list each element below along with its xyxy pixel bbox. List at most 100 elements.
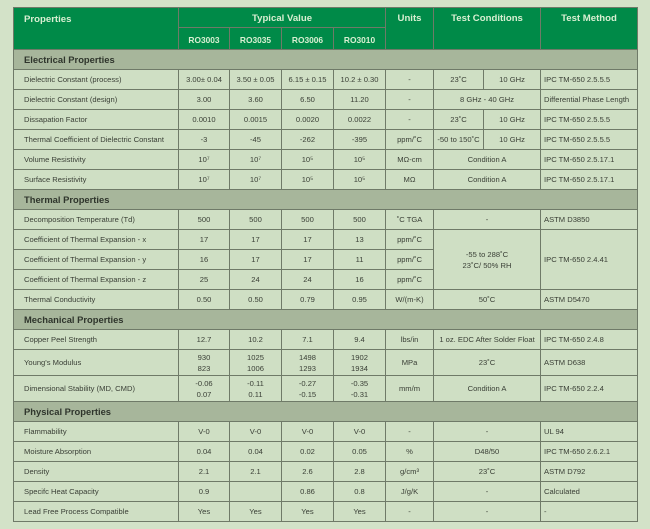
- value-cell: Yes: [178, 501, 230, 522]
- value-cell: V-0: [178, 421, 230, 442]
- table-row: Flammability V-0 V-0 V-0 V-0- - UL 94: [13, 421, 639, 442]
- units-cell: J/g/K: [385, 481, 435, 502]
- units-cell: MΩ-cm: [385, 149, 435, 170]
- section-header: Mechanical Properties: [12, 309, 639, 330]
- test-condition-cell: 50˚C: [433, 289, 542, 310]
- value-cell: 0.79: [281, 289, 334, 310]
- header-typical-value: Typical Value: [177, 7, 387, 28]
- test-method-cell: IPC TM-650 2.5.5.5: [540, 109, 639, 130]
- value-cell: 6.15 ± 0.15: [281, 69, 334, 90]
- value-cell: 12.7: [178, 329, 230, 350]
- test-condition-cell: Condition A: [433, 169, 542, 190]
- value-cell: 0.50: [178, 289, 230, 310]
- units-cell: -: [385, 421, 435, 442]
- test-condition-cell: 8 GHz - 40 GHz: [433, 89, 542, 110]
- value-cell: 3.50 ± 0.05: [229, 69, 282, 90]
- test-method-cell: IPC TM-650 2.5.17.1: [540, 149, 639, 170]
- units-cell: ppm/˚C: [385, 249, 435, 270]
- test-condition-cell: -50 to 150˚C: [433, 129, 485, 150]
- value-cell: 7.1: [281, 329, 334, 350]
- property-label: Surface Resistivity: [13, 169, 179, 190]
- test-condition-cell: 10 GHz: [483, 129, 542, 150]
- value-cell: 11.20: [332, 89, 387, 110]
- property-label: Young's Modulus: [13, 349, 179, 376]
- test-condition-cell: -55 to 288˚C 23˚C/ 50% RH: [433, 229, 542, 290]
- test-method-cell: Differential Phase Length: [540, 89, 639, 110]
- value-cell: 17: [229, 249, 282, 270]
- property-label: Flammability: [13, 421, 179, 442]
- section-title: Physical Properties: [12, 401, 639, 422]
- value-cell: 1025 1006: [229, 349, 282, 376]
- property-label: Lead Free Process Compatible: [13, 501, 179, 522]
- table-row: Dielectric Constant (design) 3.00 3.60 6.50…: [13, 89, 639, 110]
- value-cell: 0.0015: [229, 109, 282, 130]
- value-cell: 6.50: [281, 89, 334, 110]
- table-row: Moisture Absorption 0.04 0.04 0.02 0.05% D48/…: [13, 441, 639, 462]
- value-cell: Yes: [281, 501, 334, 522]
- value-cell: 0.02: [281, 441, 334, 462]
- test-method-cell: UL 94: [540, 421, 639, 442]
- units-cell: ppm/˚C: [385, 269, 435, 290]
- units-cell: lbs/in: [385, 329, 435, 350]
- value-cell: 2.6: [281, 461, 334, 482]
- test-condition-cell: -: [433, 209, 542, 230]
- test-condition-cell: -: [433, 501, 542, 522]
- units-cell: -: [385, 501, 435, 522]
- header-test-conditions: Test Conditions: [433, 7, 542, 50]
- value-cell: 1498 1293: [281, 349, 334, 376]
- property-label: Decomposition Temperature (Td): [13, 209, 179, 230]
- value-cell: -262: [281, 129, 334, 150]
- value-cell: 10⁵: [332, 169, 387, 190]
- property-label: Dielectric Constant (design): [13, 89, 179, 110]
- units-cell: -: [385, 109, 435, 130]
- table-row: Young's Modulus 930 823 1025 1006 1498 1293…: [13, 349, 639, 376]
- property-label: Volume Resistivity: [13, 149, 179, 170]
- value-cell: -0.11 0.11: [229, 375, 282, 402]
- test-method-cell: ASTM D5470: [540, 289, 639, 310]
- property-label: Specifc Heat Capacity: [13, 481, 179, 502]
- value-cell: 500: [332, 209, 387, 230]
- units-cell: ppm/˚C: [385, 129, 435, 150]
- value-cell: 10.2: [229, 329, 282, 350]
- header-units: Units: [385, 7, 435, 50]
- value-cell: 3.60: [229, 89, 282, 110]
- units-cell: ppm/˚C: [385, 229, 435, 250]
- test-method-cell: ASTM D792: [540, 461, 639, 482]
- test-condition-cell: 10 GHz: [483, 109, 542, 130]
- test-condition-cell: 23˚C: [433, 69, 485, 90]
- table-row: Thermal Conductivity 0.50 0.50 0.79 0.95 W/(m…: [13, 289, 639, 310]
- value-cell: -3: [178, 129, 230, 150]
- property-label: Thermal Conductivity: [13, 289, 179, 310]
- value-cell: -0.06 0.07: [178, 375, 230, 402]
- value-cell: 0.04: [178, 441, 230, 462]
- section-header: Physical Properties: [12, 401, 639, 422]
- test-method-cell: Calculated: [540, 481, 639, 502]
- test-method-cell: ASTM D3850: [540, 209, 639, 230]
- value-cell: -0.27 -0.15: [281, 375, 334, 402]
- table-row: Volume Resistivity 10⁷ 10⁷ 10⁵ 10⁵ MΩ-cm Condi…: [13, 149, 639, 170]
- units-cell: -: [385, 69, 435, 90]
- value-cell: 17: [229, 229, 282, 250]
- value-cell: Yes: [332, 501, 387, 522]
- value-cell: 3.00± 0.04: [178, 69, 230, 90]
- property-label: Coefficient of Thermal Expansion - z: [13, 269, 179, 290]
- section-title: Thermal Properties: [12, 189, 639, 210]
- value-cell: 17: [281, 249, 334, 270]
- value-cell: 0.86: [281, 481, 334, 502]
- property-label: Dimensional Stability (MD, CMD): [13, 375, 179, 402]
- value-cell: 11: [332, 249, 387, 270]
- table-row: Surface Resistivity 10⁷ 10⁷ 10⁵ 10⁵ MΩ Conditi…: [13, 169, 639, 190]
- value-cell: 500: [178, 209, 230, 230]
- table-row: Decomposition Temperature (Td) 500 500 500 5…: [13, 209, 639, 230]
- test-condition-cell: 23˚C: [433, 109, 485, 130]
- value-cell: 1902 1934: [332, 349, 387, 376]
- property-label: Density: [13, 461, 179, 482]
- test-method-cell: IPC TM-650 2.6.2.1: [540, 441, 639, 462]
- value-cell: 0.0020: [281, 109, 334, 130]
- test-condition-cell: 10 GHz: [483, 69, 542, 90]
- value-cell: 24: [281, 269, 334, 290]
- section-header: Electrical Properties: [12, 49, 639, 70]
- value-cell: V-0: [281, 421, 334, 442]
- value-cell: 0.95: [332, 289, 387, 310]
- value-cell: 0.0022: [332, 109, 387, 130]
